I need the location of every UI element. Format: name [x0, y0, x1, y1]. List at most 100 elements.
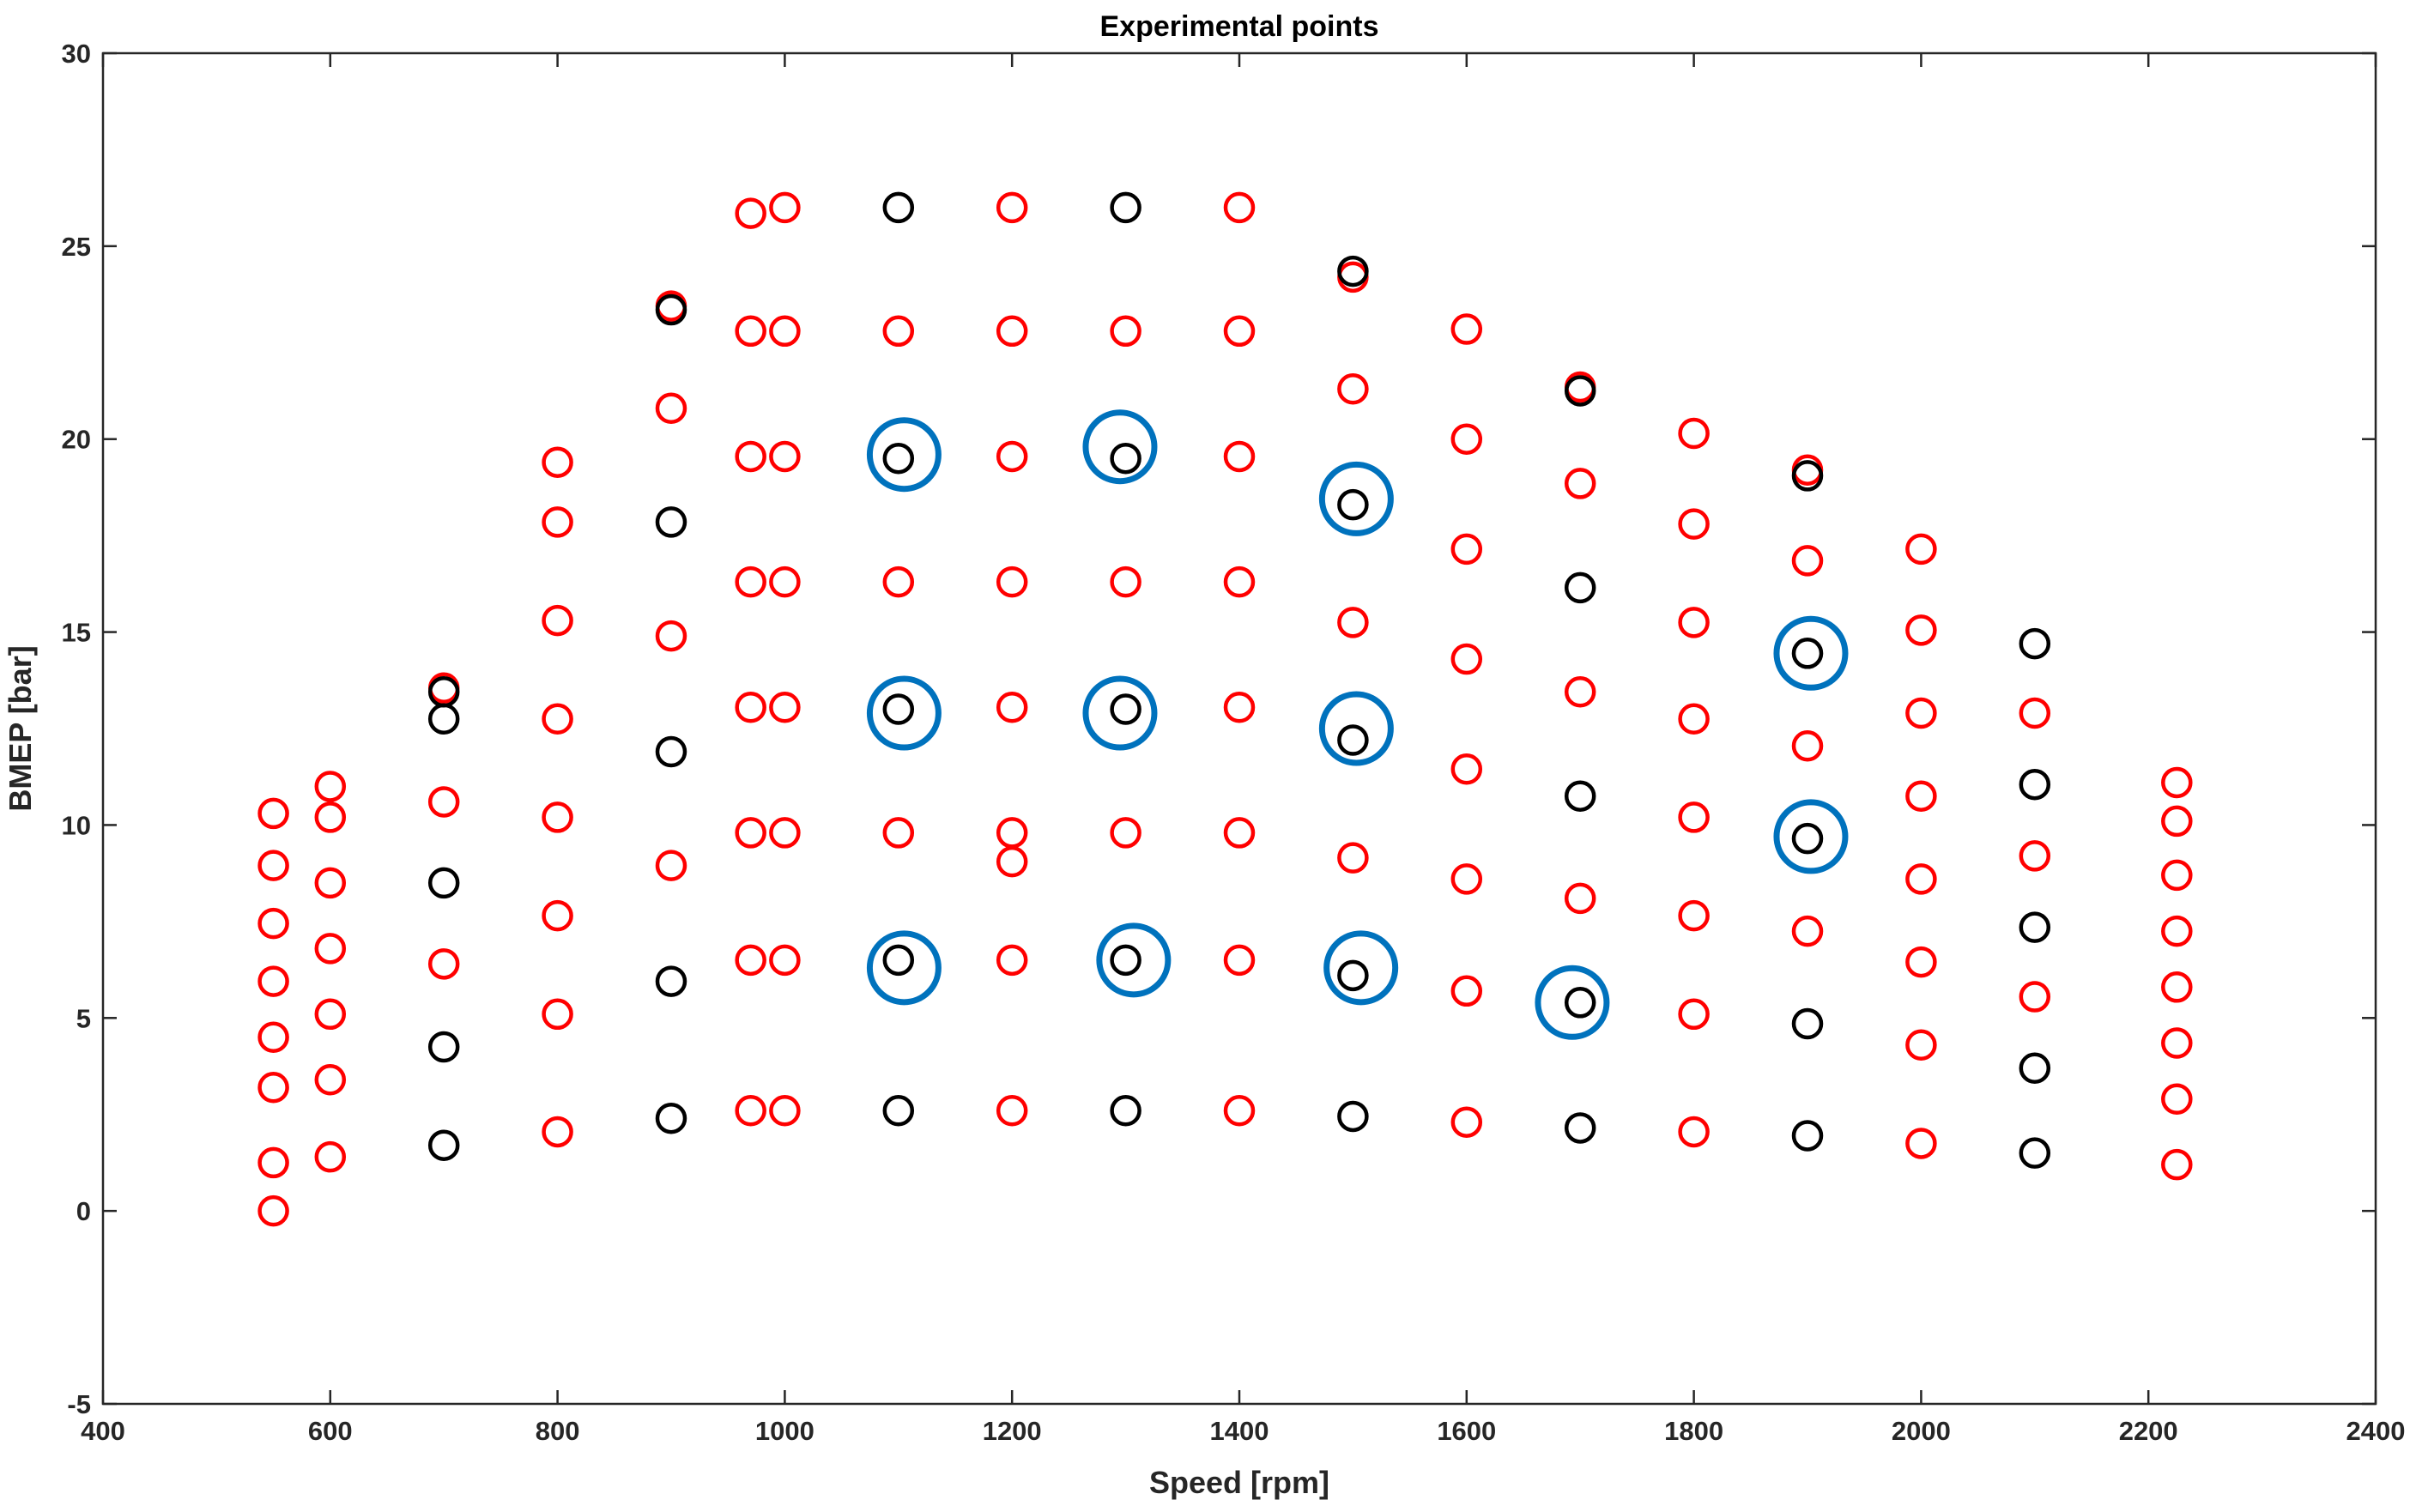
- x-tick-label: 1600: [1437, 1416, 1496, 1446]
- black-point: [1337, 255, 1369, 287]
- red-point: [735, 197, 766, 229]
- black-point: [1791, 1007, 1824, 1040]
- x-tick-label: 1000: [755, 1416, 814, 1446]
- red-point: [1678, 703, 1710, 735]
- red-point: [1223, 440, 1256, 473]
- red-point: [1223, 692, 1256, 723]
- red-point: [769, 315, 801, 348]
- red-point: [1450, 975, 1483, 1007]
- blue-point: [1323, 930, 1399, 1006]
- x-tick-label: 2200: [2119, 1416, 2178, 1446]
- chart-title: Experimental points: [1100, 10, 1379, 43]
- black-point: [655, 1102, 687, 1134]
- red-point: [314, 801, 347, 833]
- x-tick-label: 600: [308, 1416, 353, 1446]
- black-point: [2019, 911, 2051, 943]
- x-tick-label: 800: [536, 1416, 580, 1446]
- red-point: [735, 692, 766, 723]
- red-point: [1564, 676, 1596, 708]
- y-tick-label: 15: [62, 618, 91, 648]
- red-point: [1450, 423, 1483, 455]
- red-point: [257, 907, 289, 940]
- red-point: [2161, 915, 2193, 947]
- black-point: [2019, 768, 2051, 801]
- red-point: [655, 392, 687, 424]
- series-blue: [866, 409, 1849, 1040]
- red-point: [2161, 1027, 2193, 1059]
- red-point: [996, 944, 1028, 977]
- black-point: [655, 293, 687, 326]
- x-tick-label: 400: [81, 1416, 125, 1446]
- x-tick-label: 1800: [1664, 1416, 1723, 1446]
- black-point: [1791, 460, 1824, 492]
- black-point: [1337, 488, 1369, 521]
- black-point: [1791, 638, 1824, 669]
- series-black: [427, 191, 2051, 1169]
- red-point: [257, 1021, 289, 1054]
- y-tick-label: 20: [62, 425, 91, 455]
- black-point: [2019, 1052, 2051, 1084]
- red-point: [2161, 971, 2193, 1003]
- red-point: [2161, 1083, 2193, 1115]
- red-point: [1678, 998, 1710, 1031]
- red-point: [769, 692, 801, 723]
- red-point: [542, 801, 573, 833]
- black-point: [1110, 442, 1141, 475]
- black-point: [1337, 959, 1369, 992]
- black-point: [1564, 987, 1596, 1019]
- blue-point: [866, 930, 942, 1006]
- red-point: [314, 771, 347, 802]
- red-point: [1450, 753, 1483, 785]
- red-point: [1450, 1106, 1483, 1138]
- series-red: [257, 191, 2193, 1227]
- red-point: [1450, 313, 1483, 345]
- red-point: [1223, 817, 1256, 849]
- black-point: [1791, 822, 1824, 855]
- red-point: [1223, 315, 1256, 348]
- black-point: [427, 1031, 460, 1063]
- red-point: [1450, 643, 1483, 675]
- red-point: [1905, 697, 1937, 729]
- black-point: [1564, 572, 1596, 604]
- red-point: [1678, 899, 1710, 932]
- red-point: [2161, 1148, 2193, 1181]
- blue-point: [1318, 691, 1394, 766]
- red-point: [1110, 315, 1141, 348]
- red-point: [2161, 859, 2193, 892]
- blue-point: [866, 675, 942, 751]
- red-point: [2161, 766, 2193, 799]
- black-point: [882, 1094, 915, 1127]
- data-points: [257, 191, 2193, 1227]
- red-point: [735, 1094, 766, 1127]
- black-point: [2019, 627, 2051, 660]
- red-point: [769, 191, 801, 224]
- red-point: [1337, 842, 1369, 874]
- red-point: [735, 315, 766, 348]
- red-point: [882, 565, 915, 598]
- black-point: [1110, 1094, 1141, 1127]
- red-point: [2019, 840, 2051, 872]
- red-point: [257, 1071, 289, 1104]
- x-tick-label: 1200: [983, 1416, 1042, 1446]
- y-tick-label: 5: [76, 1003, 91, 1033]
- x-tick-label: 2400: [2346, 1416, 2406, 1446]
- red-point: [1337, 373, 1369, 405]
- red-point: [769, 565, 801, 598]
- red-point: [996, 440, 1028, 473]
- black-point: [1564, 1112, 1596, 1144]
- black-point: [1564, 780, 1596, 812]
- blue-point: [1773, 799, 1849, 874]
- red-point: [1223, 1094, 1256, 1127]
- red-point: [1905, 863, 1937, 895]
- red-point: [769, 1094, 801, 1127]
- y-tick-label: 25: [62, 232, 91, 262]
- red-point: [1678, 1116, 1710, 1148]
- black-point: [882, 191, 915, 224]
- red-point: [1564, 882, 1596, 915]
- red-point: [996, 191, 1028, 224]
- red-point: [655, 620, 687, 652]
- red-point: [769, 944, 801, 977]
- red-point: [1905, 780, 1937, 812]
- y-tick-label: 30: [62, 39, 91, 69]
- red-point: [542, 703, 573, 735]
